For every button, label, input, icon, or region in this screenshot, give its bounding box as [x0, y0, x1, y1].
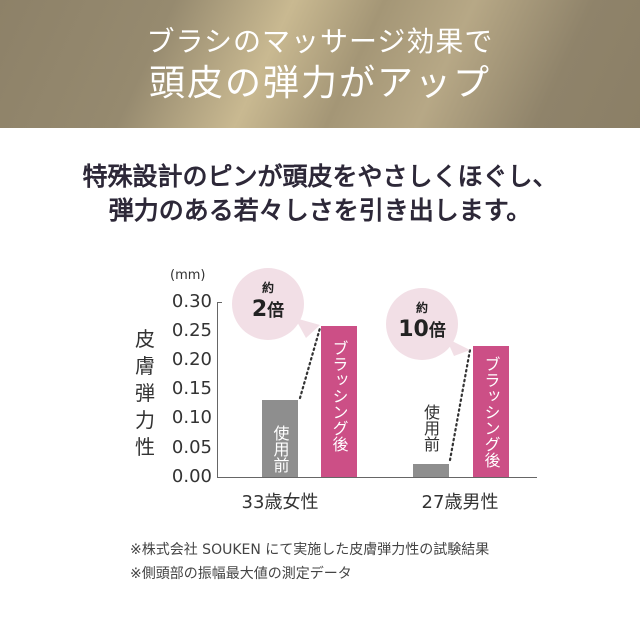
y-tick: 0.15	[171, 378, 212, 399]
y-axis-cap	[217, 302, 222, 303]
ratio-bubble-27m: 約 10倍	[386, 288, 458, 360]
ratio-number: 10	[398, 317, 429, 342]
bar-label-before-outside: 使用前	[421, 404, 440, 452]
bar-label-before: 使用前	[270, 425, 290, 473]
lead-line-1: 特殊設計のピンが頭皮をやさしくほぐし、	[82, 162, 558, 191]
lead-text: 特殊設計のピンが頭皮をやさしくほぐし、 弾力のある若々しさを引き出します。	[0, 160, 640, 228]
bar-before-33f: 使用前	[262, 400, 298, 477]
bar-after-27m: ブラッシング後	[473, 346, 509, 477]
bar-before-27m	[413, 464, 449, 477]
ratio-bubble-33f: 約 2倍	[232, 268, 304, 340]
bar-after-33f: ブラッシング後	[321, 326, 357, 477]
y-tick: 0.00	[171, 466, 212, 487]
bar-label-after: ブラッシング後	[329, 340, 349, 452]
bar-label-after: ブラッシング後	[481, 356, 501, 468]
banner-title: 頭皮の弾力がアップ	[148, 63, 491, 104]
y-tick: 0.10	[171, 407, 212, 428]
y-tick: 0.05	[171, 437, 212, 458]
footnote: ※側頭部の振幅最大値の測定データ	[130, 566, 352, 582]
banner-line-1: ブラシのマッサージ効果で	[146, 25, 494, 58]
y-axis-label: 皮膚弾力性	[135, 327, 155, 459]
ratio-unit: 倍	[428, 321, 446, 341]
bubble-value: 2倍	[232, 296, 304, 322]
header-banner: ブラシのマッサージ効果で 頭皮の弾力がアップ	[0, 0, 640, 128]
bubble-value: 10倍	[386, 316, 458, 342]
y-tick: 0.30	[171, 291, 212, 312]
y-axis	[217, 302, 218, 478]
ratio-unit: 倍	[267, 301, 285, 321]
lead-line-2: 弾力のある若々しさを引き出します。	[108, 196, 532, 225]
y-tick: 0.25	[171, 320, 212, 341]
bubble-prefix: 約	[261, 281, 274, 295]
bubble-prefix: 約	[415, 301, 428, 315]
footnotes: ※株式会社 SOUKEN にて実施した皮膚弾力性の試験結果 ※側頭部の振幅最大値…	[130, 538, 489, 586]
x-category-27m: 27歳男性	[421, 492, 499, 513]
footnote: ※株式会社 SOUKEN にて実施した皮膚弾力性の試験結果	[130, 542, 490, 558]
y-axis-unit: (mm)	[170, 268, 206, 283]
x-axis	[217, 477, 537, 478]
x-category-33f: 33歳女性	[241, 492, 319, 513]
y-tick: 0.20	[171, 349, 212, 370]
ratio-number: 2	[251, 297, 268, 322]
